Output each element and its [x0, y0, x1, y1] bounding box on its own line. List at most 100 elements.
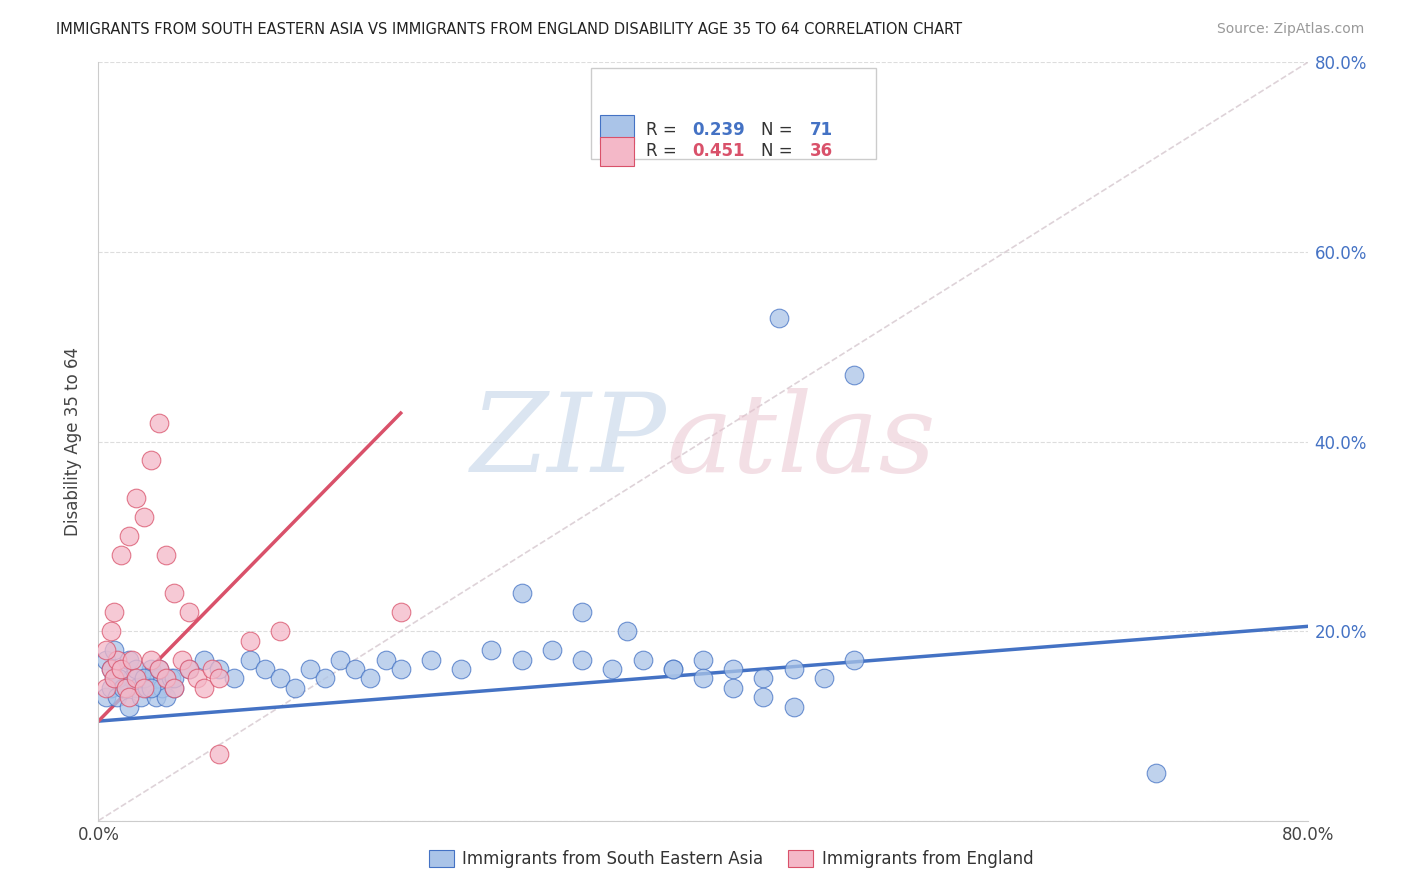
Point: [163, 586, 186, 600]
Point: [616, 624, 638, 639]
Point: [170, 652, 193, 666]
Point: [141, 652, 163, 666]
Text: atlas: atlas: [666, 388, 936, 495]
Point: [105, 690, 128, 705]
Point: [148, 672, 170, 686]
Point: [239, 652, 262, 666]
Text: IMMIGRANTS FROM SOUTH EASTERN ASIA VS IMMIGRANTS FROM ENGLAND DISABILITY AGE 35 : IMMIGRANTS FROM SOUTH EASTERN ASIA VS IM…: [56, 22, 962, 37]
Point: [125, 662, 148, 676]
Point: [299, 662, 322, 676]
Point: [269, 624, 291, 639]
Point: [132, 672, 155, 686]
Point: [132, 681, 155, 695]
Point: [110, 662, 132, 676]
Point: [155, 548, 177, 563]
Point: [163, 681, 186, 695]
Point: [125, 672, 148, 686]
Point: [420, 652, 443, 666]
Text: N =: N =: [761, 143, 799, 161]
Point: [94, 643, 117, 657]
Point: [540, 643, 562, 657]
FancyBboxPatch shape: [600, 115, 634, 144]
Point: [111, 681, 134, 695]
Point: [1144, 766, 1167, 780]
Point: [783, 662, 806, 676]
Text: 0.451: 0.451: [692, 143, 745, 161]
Point: [768, 311, 790, 326]
Point: [148, 416, 170, 430]
Point: [344, 662, 367, 676]
Point: [208, 672, 231, 686]
Point: [510, 586, 533, 600]
Text: N =: N =: [761, 120, 799, 138]
Point: [100, 662, 122, 676]
Legend: Immigrants from South Eastern Asia, Immigrants from England: Immigrants from South Eastern Asia, Immi…: [422, 843, 1040, 875]
Point: [100, 681, 122, 695]
Point: [155, 672, 177, 686]
FancyBboxPatch shape: [600, 137, 634, 166]
Point: [450, 662, 472, 676]
Point: [374, 652, 396, 666]
Point: [145, 690, 167, 705]
Point: [783, 699, 806, 714]
Point: [571, 652, 593, 666]
Point: [284, 681, 307, 695]
Text: 71: 71: [810, 120, 832, 138]
Point: [201, 662, 224, 676]
Text: 36: 36: [810, 143, 832, 161]
Y-axis label: Disability Age 35 to 64: Disability Age 35 to 64: [65, 347, 83, 536]
Point: [193, 652, 215, 666]
Point: [179, 605, 201, 619]
Point: [179, 662, 201, 676]
Point: [105, 652, 128, 666]
Point: [661, 662, 683, 676]
Point: [114, 681, 136, 695]
Point: [692, 652, 714, 666]
Point: [125, 681, 148, 695]
Point: [114, 681, 136, 695]
Text: Source: ZipAtlas.com: Source: ZipAtlas.com: [1216, 22, 1364, 37]
Point: [121, 672, 143, 686]
Point: [148, 662, 170, 676]
Point: [692, 672, 714, 686]
Point: [186, 672, 208, 686]
Point: [329, 652, 352, 666]
Point: [141, 453, 163, 467]
Point: [208, 747, 231, 762]
Point: [752, 690, 775, 705]
Text: ZIP: ZIP: [471, 388, 666, 495]
Point: [269, 672, 291, 686]
Point: [224, 672, 246, 686]
Point: [103, 643, 125, 657]
Point: [602, 662, 624, 676]
Text: R =: R =: [647, 143, 682, 161]
Point: [163, 681, 186, 695]
Point: [389, 662, 412, 676]
Point: [118, 699, 141, 714]
Point: [103, 672, 125, 686]
Point: [132, 510, 155, 524]
Point: [148, 662, 170, 676]
Point: [132, 672, 155, 686]
Point: [110, 662, 132, 676]
Point: [118, 529, 141, 543]
Point: [103, 605, 125, 619]
Point: [135, 681, 157, 695]
Point: [125, 491, 148, 506]
Point: [100, 624, 122, 639]
Point: [752, 672, 775, 686]
Point: [150, 681, 173, 695]
FancyBboxPatch shape: [591, 68, 876, 160]
Point: [107, 672, 129, 686]
Point: [208, 662, 231, 676]
Point: [94, 681, 117, 695]
Point: [129, 690, 152, 705]
Point: [239, 633, 262, 648]
Point: [360, 672, 382, 686]
Point: [844, 368, 866, 383]
Point: [571, 605, 593, 619]
Point: [253, 662, 276, 676]
Point: [510, 652, 533, 666]
Point: [723, 662, 745, 676]
Point: [110, 548, 132, 563]
